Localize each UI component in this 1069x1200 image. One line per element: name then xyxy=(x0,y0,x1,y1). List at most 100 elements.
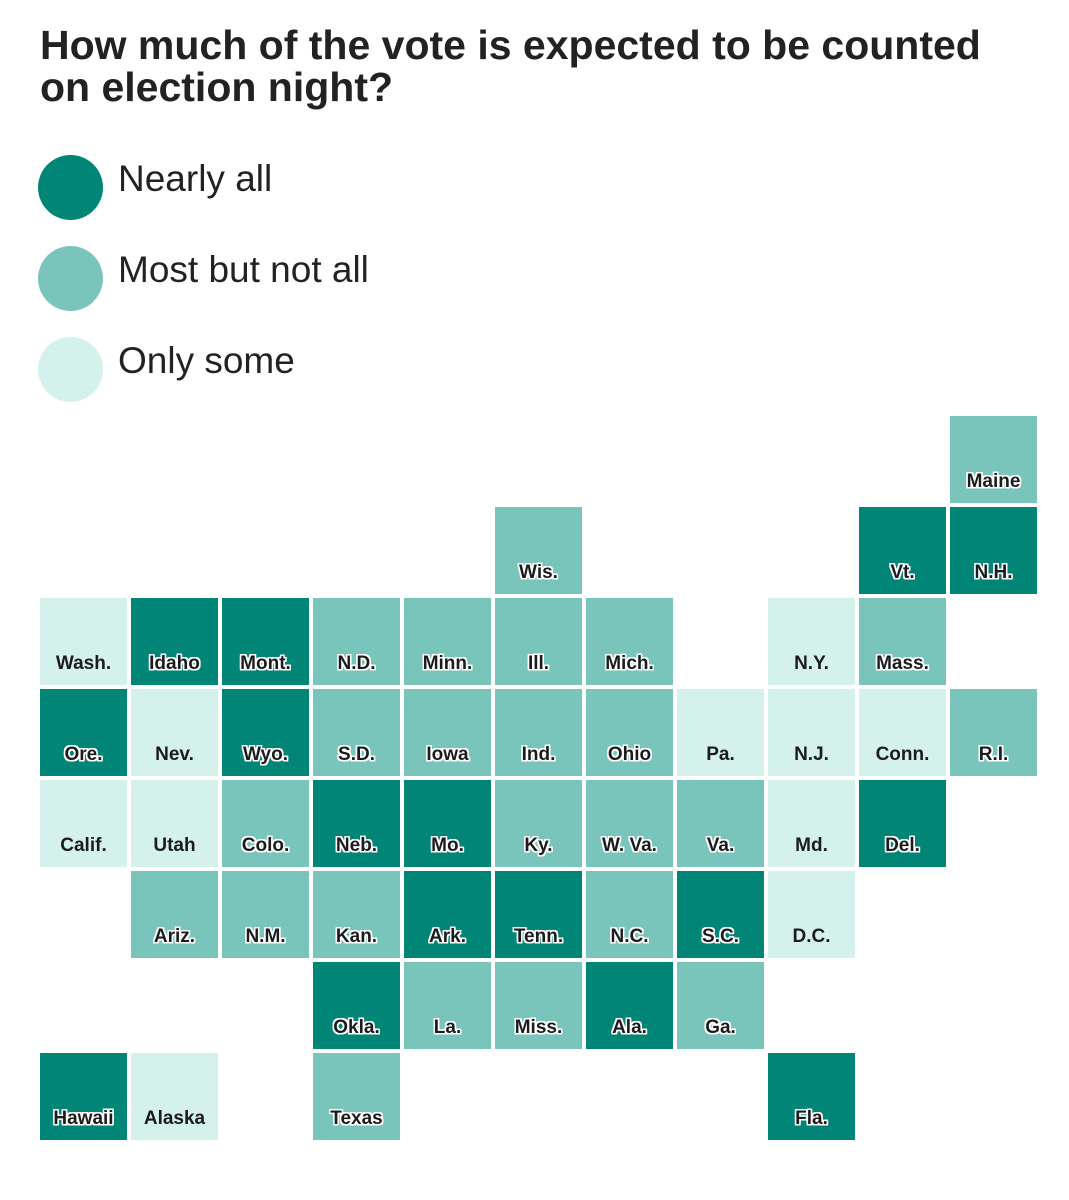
state-label: Va. xyxy=(706,835,735,856)
state-label: Wis. xyxy=(519,562,558,583)
state-label: Okla. xyxy=(333,1017,380,1038)
state-label: Calif. xyxy=(60,835,107,856)
state-label: N.H. xyxy=(974,562,1013,583)
legend-item-only-some: Only some xyxy=(38,337,538,403)
state-label: Maine xyxy=(966,471,1021,492)
state-label: Vt. xyxy=(890,562,915,583)
state-label: Miss. xyxy=(514,1017,563,1038)
state-tile: Vt. xyxy=(859,507,946,594)
state-label: Pa. xyxy=(706,744,735,765)
state-label: Tenn. xyxy=(513,926,564,947)
state-tile: Va. xyxy=(677,780,764,867)
state-label: Utah xyxy=(153,835,196,856)
state-tile: N.H. xyxy=(950,507,1037,594)
state-tile: Idaho xyxy=(131,598,218,685)
state-label: Ill. xyxy=(527,653,550,674)
state-label: S.C. xyxy=(702,926,739,947)
state-label: Mont. xyxy=(240,653,291,674)
state-label: Fla. xyxy=(795,1108,828,1129)
state-tile: Miss. xyxy=(495,962,582,1049)
legend-label-most: Most but not all xyxy=(118,249,369,290)
state-label: Wash. xyxy=(55,653,112,674)
state-label: Mo. xyxy=(431,835,464,856)
state-label: La. xyxy=(433,1017,462,1038)
state-label: N.C. xyxy=(610,926,649,947)
state-tile: R.I. xyxy=(950,689,1037,776)
state-tile: Pa. xyxy=(677,689,764,776)
state-label: Ariz. xyxy=(153,926,196,947)
state-label: Ore. xyxy=(64,744,103,765)
chart-title: How much of the vote is expected to be c… xyxy=(40,22,981,110)
state-tile: Ill. xyxy=(495,598,582,685)
state-label: Del. xyxy=(885,835,920,856)
state-label: N.Y. xyxy=(794,653,829,674)
state-tile: Kan. xyxy=(313,871,400,958)
state-tile: Del. xyxy=(859,780,946,867)
state-label: R.I. xyxy=(978,744,1009,765)
state-label: Ark. xyxy=(429,926,466,947)
state-label: Wyo. xyxy=(242,744,289,765)
state-tile: Ark. xyxy=(404,871,491,958)
state-tile: Mo. xyxy=(404,780,491,867)
state-label: Mich. xyxy=(605,653,654,674)
state-tile: Ga. xyxy=(677,962,764,1049)
legend-item-most: Most but not all xyxy=(38,246,538,312)
state-label: S.D. xyxy=(338,744,375,765)
state-tile: Wis. xyxy=(495,507,582,594)
legend-item-nearly-all: Nearly all xyxy=(38,155,538,221)
state-tile: Wyo. xyxy=(222,689,309,776)
state-label: Idaho xyxy=(149,653,200,674)
legend-label-nearly-all: Nearly all xyxy=(118,158,273,199)
state-tile: S.C. xyxy=(677,871,764,958)
state-tile: Okla. xyxy=(313,962,400,1049)
state-tile: D.C. xyxy=(768,871,855,958)
state-tile: Hawaii xyxy=(40,1053,127,1140)
state-label: W. Va. xyxy=(602,835,657,856)
state-label: Ga. xyxy=(705,1017,736,1038)
state-tile: Minn. xyxy=(404,598,491,685)
state-tile: Ariz. xyxy=(131,871,218,958)
state-tile: Md. xyxy=(768,780,855,867)
state-label: Minn. xyxy=(422,653,473,674)
state-label: Md. xyxy=(795,835,828,856)
state-tile: Nev. xyxy=(131,689,218,776)
state-label: Texas xyxy=(330,1108,383,1129)
state-tile: N.J. xyxy=(768,689,855,776)
state-tile: Ohio xyxy=(586,689,673,776)
state-label: N.J. xyxy=(794,744,829,765)
state-tile: Alaska xyxy=(131,1053,218,1140)
state-tile: Maine xyxy=(950,416,1037,503)
state-label: Alaska xyxy=(143,1108,206,1129)
state-tile: Mass. xyxy=(859,598,946,685)
state-label: Ind. xyxy=(521,744,556,765)
state-tile: N.D. xyxy=(313,598,400,685)
state-label: Conn. xyxy=(875,744,930,765)
state-tile: Mont. xyxy=(222,598,309,685)
state-label: Hawaii xyxy=(53,1108,114,1129)
state-label: Colo. xyxy=(241,835,290,856)
state-label: Nev. xyxy=(155,744,194,765)
state-label: Iowa xyxy=(426,744,469,765)
state-label: Ohio xyxy=(607,744,652,765)
state-tile: La. xyxy=(404,962,491,1049)
state-tile: N.Y. xyxy=(768,598,855,685)
legend-swatch-only-some xyxy=(38,337,103,402)
state-tile: Iowa xyxy=(404,689,491,776)
state-label: Ala. xyxy=(612,1017,647,1038)
legend-swatch-nearly-all xyxy=(38,155,103,220)
state-tile: Ala. xyxy=(586,962,673,1049)
state-tile: N.M. xyxy=(222,871,309,958)
state-tile: S.D. xyxy=(313,689,400,776)
state-tile: Utah xyxy=(131,780,218,867)
state-tile: Conn. xyxy=(859,689,946,776)
state-label: Neb. xyxy=(335,835,378,856)
state-tile: Colo. xyxy=(222,780,309,867)
state-tile: Calif. xyxy=(40,780,127,867)
state-label: N.D. xyxy=(337,653,376,674)
state-label: Ky. xyxy=(524,835,553,856)
state-label: Mass. xyxy=(876,653,929,674)
state-tile: Mich. xyxy=(586,598,673,685)
state-tile: N.C. xyxy=(586,871,673,958)
state-label: Kan. xyxy=(335,926,378,947)
